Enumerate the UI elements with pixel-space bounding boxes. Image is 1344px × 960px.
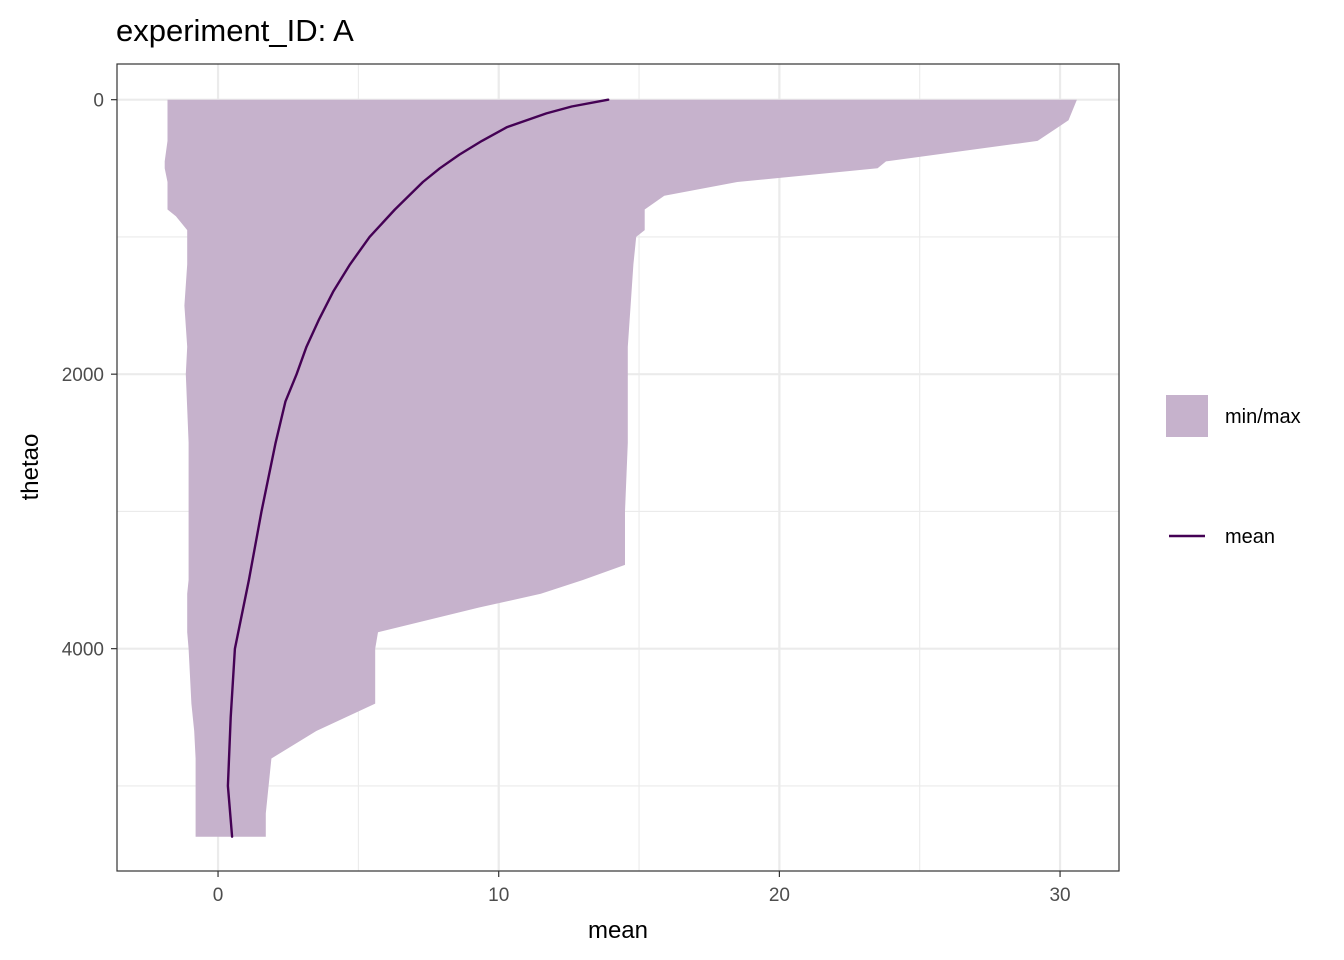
legend-label: min/max: [1225, 406, 1301, 428]
axes: 0 10 20 30 0 2000 4000: [62, 63, 1120, 906]
x-tick-label: 30: [1049, 885, 1070, 906]
min-max-ribbon: [164, 99, 1077, 837]
legend: min/max mean: [1166, 395, 1301, 548]
x-tick-label: 10: [488, 885, 509, 906]
x-tick-label: 20: [769, 885, 790, 906]
x-axis-title: mean: [588, 917, 648, 944]
x-tick-label: 0: [213, 885, 224, 906]
y-tick-label: 0: [93, 91, 104, 112]
chart-title: experiment_ID: A: [116, 13, 354, 48]
panel-border: [116, 63, 1120, 872]
y-tick-label: 2000: [62, 365, 104, 386]
y-axis-title: thetao: [17, 434, 44, 501]
mean-line: [226, 98, 610, 838]
y-tick-label: 4000: [62, 640, 104, 661]
data-layer: [164, 98, 1077, 838]
legend-key-min-max: [1166, 395, 1208, 437]
legend-label: mean: [1225, 526, 1275, 548]
